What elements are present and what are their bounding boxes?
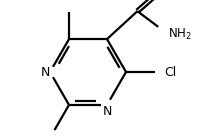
Text: N: N [102,105,112,118]
Text: NH$_2$: NH$_2$ [168,26,192,42]
Text: N: N [41,66,50,79]
Text: CH$_3$: CH$_3$ [58,0,80,1]
Text: Cl: Cl [164,66,176,79]
